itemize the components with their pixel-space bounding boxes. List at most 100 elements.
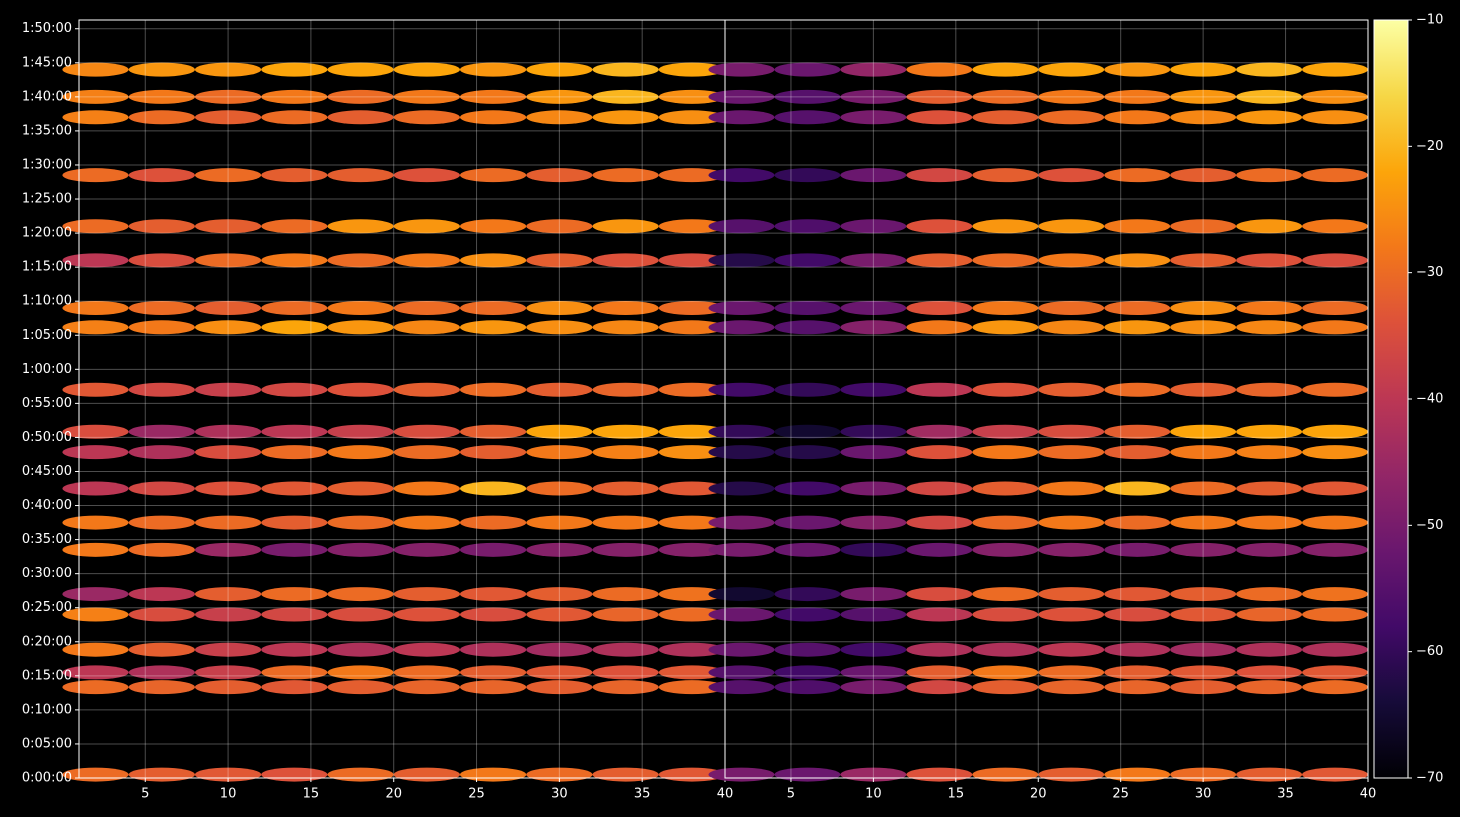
cell bbox=[261, 481, 328, 496]
cell bbox=[774, 767, 841, 782]
cell bbox=[840, 607, 907, 622]
cell bbox=[1302, 168, 1368, 183]
cell bbox=[840, 665, 907, 680]
cell bbox=[128, 680, 195, 695]
cell bbox=[128, 219, 195, 234]
cell bbox=[592, 515, 659, 530]
cell bbox=[194, 89, 262, 104]
cell bbox=[128, 382, 195, 397]
cell bbox=[261, 168, 328, 183]
cell bbox=[1302, 680, 1368, 695]
cell bbox=[592, 424, 659, 439]
cell bbox=[128, 445, 195, 460]
cell bbox=[128, 767, 195, 782]
cell bbox=[261, 680, 328, 695]
cell bbox=[194, 382, 262, 397]
cell bbox=[327, 110, 394, 125]
cell bbox=[261, 587, 328, 602]
cell bbox=[840, 680, 907, 695]
cell bbox=[1038, 253, 1105, 268]
cell bbox=[526, 587, 593, 602]
cell bbox=[906, 680, 973, 695]
cell bbox=[194, 168, 262, 183]
cell bbox=[62, 301, 129, 316]
cell bbox=[1236, 320, 1303, 335]
cell bbox=[261, 320, 328, 335]
cell bbox=[1104, 542, 1171, 557]
cell bbox=[592, 89, 659, 104]
cell bbox=[1236, 642, 1303, 657]
cell bbox=[1170, 168, 1237, 183]
cell bbox=[62, 767, 129, 782]
cell bbox=[1104, 481, 1171, 496]
cell bbox=[1236, 110, 1303, 125]
y-tick-label: 1:15:00 bbox=[22, 260, 72, 275]
cell bbox=[393, 542, 460, 557]
cell bbox=[774, 445, 841, 460]
cell bbox=[1170, 89, 1237, 104]
cell bbox=[1038, 445, 1105, 460]
cell bbox=[459, 642, 527, 657]
x-tick-label: 10 bbox=[865, 787, 882, 802]
cell bbox=[1302, 382, 1368, 397]
y-tick-label: 1:10:00 bbox=[22, 294, 72, 309]
cell bbox=[1104, 515, 1171, 530]
cell bbox=[327, 515, 394, 530]
cell bbox=[972, 89, 1039, 104]
cell bbox=[393, 680, 460, 695]
cell bbox=[128, 642, 195, 657]
cell bbox=[1104, 110, 1171, 125]
cell bbox=[194, 62, 262, 77]
colorbar-tick-label: −20 bbox=[1416, 139, 1443, 154]
cell bbox=[1170, 320, 1237, 335]
cell bbox=[393, 168, 460, 183]
cell bbox=[592, 168, 659, 183]
cell bbox=[658, 110, 725, 125]
cell bbox=[1170, 515, 1237, 530]
cell bbox=[972, 62, 1039, 77]
x-tick-label: 25 bbox=[1112, 787, 1129, 802]
cell bbox=[327, 382, 394, 397]
cell bbox=[393, 642, 460, 657]
cell bbox=[526, 89, 593, 104]
cell bbox=[658, 253, 725, 268]
cell bbox=[327, 219, 394, 234]
cell bbox=[459, 587, 527, 602]
y-tick-label: 0:50:00 bbox=[22, 430, 72, 445]
cell bbox=[393, 110, 460, 125]
cell bbox=[840, 642, 907, 657]
cell bbox=[261, 382, 328, 397]
cell bbox=[1170, 607, 1237, 622]
cell bbox=[1170, 642, 1237, 657]
cell bbox=[393, 424, 460, 439]
cell bbox=[1236, 424, 1303, 439]
cell bbox=[194, 542, 262, 557]
cell bbox=[1302, 767, 1368, 782]
cell bbox=[1170, 665, 1237, 680]
cell bbox=[840, 219, 907, 234]
y-tick-label: 0:10:00 bbox=[22, 702, 72, 717]
cell bbox=[526, 607, 593, 622]
cell bbox=[840, 445, 907, 460]
cell bbox=[658, 301, 725, 316]
cell bbox=[459, 680, 527, 695]
cell bbox=[194, 301, 262, 316]
cell bbox=[327, 301, 394, 316]
cell bbox=[1170, 382, 1237, 397]
cell bbox=[592, 587, 659, 602]
cell bbox=[1038, 767, 1105, 782]
cell bbox=[1302, 445, 1368, 460]
cell bbox=[1104, 607, 1171, 622]
cell bbox=[128, 607, 195, 622]
cell bbox=[393, 253, 460, 268]
cell bbox=[1038, 168, 1105, 183]
cell bbox=[261, 642, 328, 657]
cell bbox=[128, 89, 195, 104]
cell bbox=[459, 481, 527, 496]
cell bbox=[906, 382, 973, 397]
cell bbox=[1302, 587, 1368, 602]
cell bbox=[526, 168, 593, 183]
cell bbox=[840, 424, 907, 439]
